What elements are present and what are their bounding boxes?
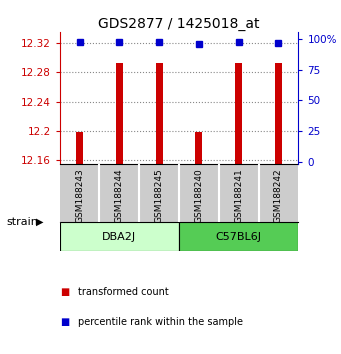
Bar xyxy=(275,63,282,164)
Text: strain: strain xyxy=(7,217,39,227)
Text: GSM188242: GSM188242 xyxy=(274,169,283,223)
Bar xyxy=(235,63,242,164)
Text: ■: ■ xyxy=(60,287,69,297)
Bar xyxy=(60,222,179,251)
Text: DBA2J: DBA2J xyxy=(102,232,136,242)
Text: ■: ■ xyxy=(60,317,69,327)
Text: GSM188245: GSM188245 xyxy=(154,169,164,223)
Bar xyxy=(155,63,163,164)
Bar xyxy=(195,132,203,164)
Text: percentile rank within the sample: percentile rank within the sample xyxy=(78,317,243,327)
Text: GSM188241: GSM188241 xyxy=(234,169,243,223)
Title: GDS2877 / 1425018_at: GDS2877 / 1425018_at xyxy=(98,17,260,31)
Text: GSM188243: GSM188243 xyxy=(75,169,84,223)
Text: ▶: ▶ xyxy=(36,217,43,227)
Text: transformed count: transformed count xyxy=(78,287,169,297)
Text: GSM188240: GSM188240 xyxy=(194,169,204,223)
Bar xyxy=(76,132,83,164)
Text: GSM188244: GSM188244 xyxy=(115,169,124,223)
Bar xyxy=(116,63,123,164)
Text: C57BL6J: C57BL6J xyxy=(216,232,262,242)
Bar xyxy=(179,222,298,251)
